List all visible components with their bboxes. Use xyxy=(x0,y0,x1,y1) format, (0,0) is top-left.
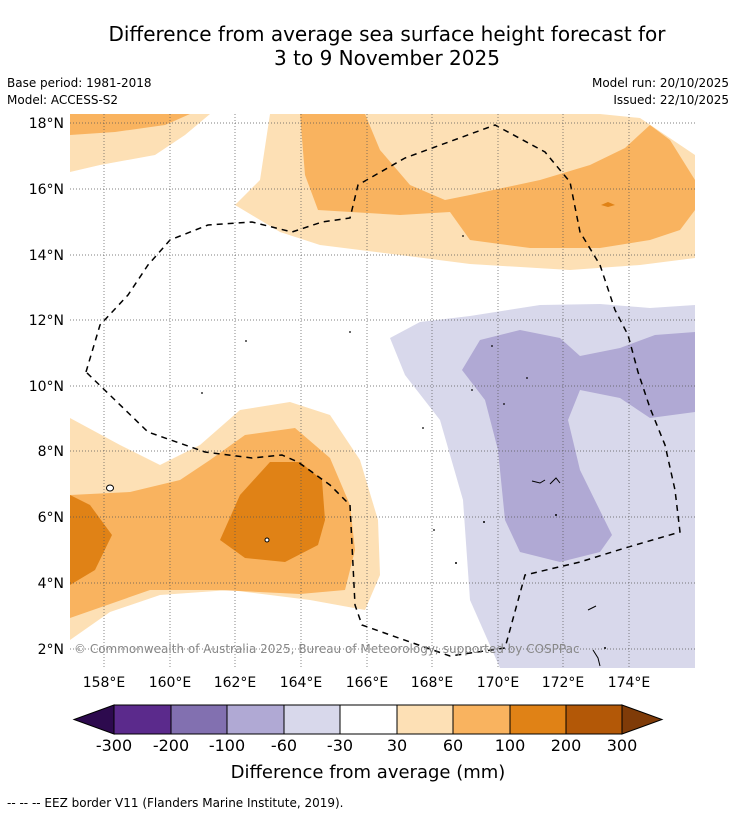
colorbar-extend-high xyxy=(621,704,664,735)
island xyxy=(422,427,424,429)
lon-label: 162°E xyxy=(214,675,257,691)
lat-label: 16°N xyxy=(29,182,64,198)
lon-label: 168°E xyxy=(411,675,454,691)
colorbar-frame xyxy=(113,704,623,735)
lon-label: 166°E xyxy=(346,675,389,691)
lon-label: 164°E xyxy=(280,675,323,691)
island xyxy=(549,477,561,485)
eez-border xyxy=(85,124,681,657)
island xyxy=(462,235,464,237)
island xyxy=(483,521,485,523)
colorbar-ticks: -300 -200 -100 -60 -30 30 60 100 200 300… xyxy=(96,736,637,783)
contour-pos-100-200-w xyxy=(70,495,112,585)
contour-pos-60-100-nw xyxy=(70,114,190,135)
colorbar-segment xyxy=(284,705,340,734)
lon-label: 172°E xyxy=(542,675,585,691)
lon-label: 160°E xyxy=(149,675,192,691)
lat-label: 12°N xyxy=(29,313,64,329)
island xyxy=(433,529,435,531)
lon-label: 158°E xyxy=(83,675,126,691)
lon-label: 174°E xyxy=(608,675,651,691)
lat-label: 8°N xyxy=(38,444,64,460)
colorbar-tick: -300 xyxy=(96,736,132,755)
island xyxy=(455,562,457,564)
map-title: Difference from average sea surface heig… xyxy=(0,22,736,70)
island xyxy=(555,514,557,516)
lat-axis: 18°N 16°N 14°N 12°N 10°N 8°N 6°N 4°N 2°N xyxy=(29,116,64,658)
island xyxy=(264,537,270,543)
colorbar-tick: 100 xyxy=(495,736,526,755)
base-period: Base period: 1981-2018 xyxy=(7,76,152,90)
title-line-1: Difference from average sea surface heig… xyxy=(108,22,666,46)
map-area: © Commonwealth of Australia 2025, Bureau… xyxy=(70,114,695,668)
colorbar-tick: 60 xyxy=(443,736,463,755)
colorbar-tick: -60 xyxy=(271,736,297,755)
lat-label: 4°N xyxy=(38,576,64,592)
colorbar-tick: 300 xyxy=(607,736,638,755)
lon-axis: 158°E 160°E 162°E 164°E 166°E 168°E 170°… xyxy=(83,675,651,691)
eez-legend-note: -- -- -- EEZ border V11 (Flanders Marine… xyxy=(7,796,344,810)
colorbar-tick: 200 xyxy=(551,736,582,755)
lon-label: 170°E xyxy=(477,675,520,691)
island xyxy=(106,484,114,492)
contour-pos-100-200-n xyxy=(601,202,615,207)
colorbar-tick: -200 xyxy=(153,736,189,755)
colorbar-tick: -100 xyxy=(209,736,245,755)
colorbar-segment xyxy=(340,705,397,734)
lat-label: 18°N xyxy=(29,116,64,132)
colorbar: -300 -200 -100 -60 -30 30 60 100 200 300… xyxy=(72,704,664,783)
island xyxy=(503,403,505,405)
contour-neg-100-60 xyxy=(462,330,695,562)
lat-label: 2°N xyxy=(38,642,64,658)
island xyxy=(526,377,528,379)
meta-right: Model run: 20/10/2025 Issued: 22/10/2025 xyxy=(592,75,729,109)
copyright-notice: © Commonwealth of Australia 2025, Bureau… xyxy=(74,642,580,656)
colorbar-segment xyxy=(453,705,510,734)
colorbar-segment xyxy=(397,705,453,734)
colorbar-title: Difference from average (mm) xyxy=(231,762,506,783)
island xyxy=(471,389,473,391)
island xyxy=(491,345,493,347)
island xyxy=(587,605,597,611)
colorbar-dividers xyxy=(170,705,567,734)
colorbar-segment xyxy=(114,705,171,734)
title-line-2: 3 to 9 November 2025 xyxy=(274,46,500,70)
colorbar-segment xyxy=(510,705,566,734)
contour-pos-100-200-sw xyxy=(220,462,325,562)
island xyxy=(604,647,606,649)
colorbar-segment xyxy=(227,705,284,734)
island xyxy=(349,331,351,333)
lat-label: 14°N xyxy=(29,248,64,264)
island xyxy=(201,392,203,394)
issued-date: Issued: 22/10/2025 xyxy=(613,93,729,107)
colorbar-extend-low xyxy=(72,704,115,735)
lat-label: 10°N xyxy=(29,379,64,395)
colorbar-tick: -30 xyxy=(327,736,353,755)
model-run: Model run: 20/10/2025 xyxy=(591,76,729,90)
island xyxy=(592,649,601,667)
island xyxy=(245,340,247,342)
gridlines xyxy=(70,114,695,668)
colorbar-segment xyxy=(171,705,227,734)
contour-pos-60-100-n xyxy=(300,114,695,248)
model-name: Model: ACCESS-S2 xyxy=(7,93,119,107)
colorbar-segment xyxy=(566,705,622,734)
island xyxy=(531,479,546,484)
meta-left: Base period: 1981-2018 Model: ACCESS-S2 xyxy=(7,75,152,109)
colorbar-tick: 30 xyxy=(387,736,407,755)
lat-label: 6°N xyxy=(38,510,64,526)
